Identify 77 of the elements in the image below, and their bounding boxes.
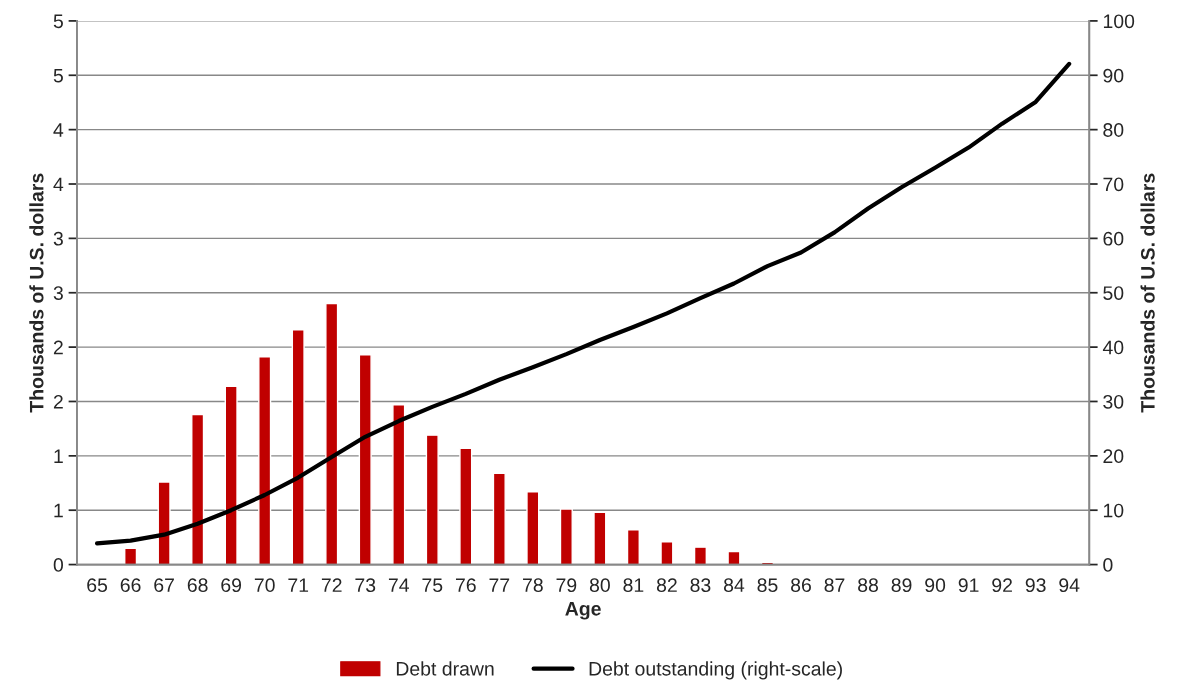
y-tick-label: 2 — [53, 340, 63, 355]
bar — [392, 404, 406, 565]
x-tick-label: 68 — [187, 578, 208, 593]
x-tick-label: 85 — [757, 578, 778, 593]
y2-tick-label: 10 — [1103, 503, 1124, 518]
y2-tick-label: 60 — [1103, 231, 1124, 246]
y-tick-label: 2 — [53, 394, 63, 409]
bar — [191, 413, 205, 565]
y2-tick-label: 70 — [1103, 177, 1124, 192]
x-tick-label: 76 — [455, 578, 476, 593]
x-tick-label: 90 — [925, 578, 946, 593]
x-tick-label: 71 — [288, 578, 309, 592]
x-tick-label: 78 — [523, 578, 543, 593]
bar — [693, 546, 708, 565]
x-tick-label: 81 — [623, 578, 644, 593]
x-tick-label: 79 — [556, 578, 577, 593]
x-tick-label: 73 — [355, 578, 376, 593]
y-tick-label: 5 — [53, 68, 63, 83]
legend-label: Debt drawn — [396, 661, 494, 676]
bar — [124, 547, 138, 565]
x-tick-label: 70 — [254, 578, 275, 593]
x-tick-label: 89 — [891, 578, 912, 593]
x-tick-label: 88 — [858, 578, 879, 593]
bar — [459, 447, 473, 565]
bar — [727, 550, 741, 565]
y2-tick-label: 90 — [1103, 68, 1124, 83]
y2-axis-title: Thousands of U.S. dollars — [1140, 173, 1155, 413]
y2-tick-label: 50 — [1103, 286, 1124, 300]
x-tick-label: 94 — [1059, 578, 1080, 593]
y2-tick-label: 30 — [1103, 394, 1124, 409]
bar — [291, 329, 305, 565]
bar — [626, 529, 640, 565]
bar — [258, 356, 272, 565]
y-tick-label: 5 — [53, 14, 63, 29]
x-tick-label: 74 — [388, 578, 409, 592]
x-tick-label: 80 — [589, 578, 610, 593]
bar — [660, 541, 674, 565]
x-tick-label: 91 — [958, 578, 979, 593]
bar — [492, 472, 506, 565]
y-tick-label: 1 — [54, 449, 63, 463]
y-tick-label: 0 — [53, 558, 64, 572]
y-axis-title: Thousands of U.S. dollars — [29, 173, 44, 413]
bar — [526, 491, 540, 565]
y-tick-label: 3 — [53, 231, 63, 246]
x-tick-label: 69 — [221, 578, 242, 593]
x-tick-label: 77 — [489, 578, 510, 592]
x-tick-label: 92 — [992, 578, 1012, 593]
y2-tick-label: 80 — [1103, 123, 1124, 137]
x-tick-label: 72 — [321, 578, 342, 592]
x-tick-label: 66 — [120, 578, 141, 593]
y-tick-label: 4 — [53, 123, 64, 137]
y-tick-label: 4 — [53, 177, 64, 192]
x-tick-label: 65 — [87, 578, 108, 593]
bar — [358, 354, 372, 565]
y2-tick-label: 20 — [1103, 449, 1124, 464]
bar — [157, 481, 171, 565]
bar — [425, 434, 439, 565]
legend-label: Debt outstanding (right-scale) — [589, 661, 842, 680]
x-tick-label: 75 — [422, 578, 443, 593]
y-tick-label: 1 — [54, 503, 63, 518]
x-axis-title: Age — [565, 602, 601, 620]
x-tick-label: 84 — [723, 578, 745, 593]
y2-tick-label: 0 — [1103, 558, 1113, 572]
x-tick-label: 83 — [690, 578, 711, 593]
x-tick-label: 67 — [154, 578, 174, 593]
bar — [325, 302, 339, 565]
bar — [593, 511, 607, 565]
bar — [224, 385, 238, 565]
x-tick-label: 82 — [656, 578, 677, 593]
y2-tick-label: 40 — [1102, 340, 1124, 355]
x-tick-label: 87 — [824, 578, 845, 593]
y-tick-label: 3 — [53, 286, 63, 300]
line-series — [94, 61, 1072, 546]
y2-tick-label: 100 — [1103, 14, 1135, 29]
bar — [559, 508, 573, 565]
x-tick-label: 93 — [1025, 578, 1046, 593]
x-tick-label: 86 — [791, 578, 811, 593]
